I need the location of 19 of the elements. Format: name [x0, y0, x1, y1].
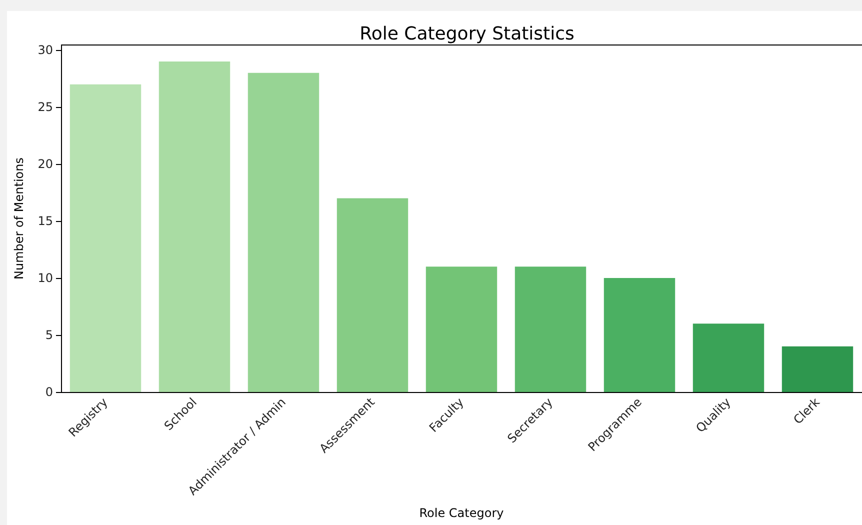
chart-title: Role Category Statistics [360, 24, 574, 44]
y-axis-title: Number of Mentions [12, 158, 26, 280]
bar [692, 324, 764, 392]
bar [158, 62, 230, 392]
y-tick-label: 30 [38, 43, 53, 58]
y-tick-label: 10 [38, 271, 53, 286]
bar [248, 72, 320, 392]
y-tick-label: 25 [38, 100, 53, 114]
bar [604, 278, 676, 392]
bar [336, 198, 408, 392]
bar [782, 346, 854, 392]
bar [514, 266, 586, 392]
y-tick-label: 5 [45, 328, 53, 342]
bar [426, 266, 498, 392]
y-tick-label: 15 [38, 214, 53, 228]
bar [70, 84, 142, 392]
y-tick-label: 20 [38, 157, 53, 172]
x-axis-title: Role Category [419, 506, 504, 520]
y-tick-label: 0 [45, 385, 53, 399]
